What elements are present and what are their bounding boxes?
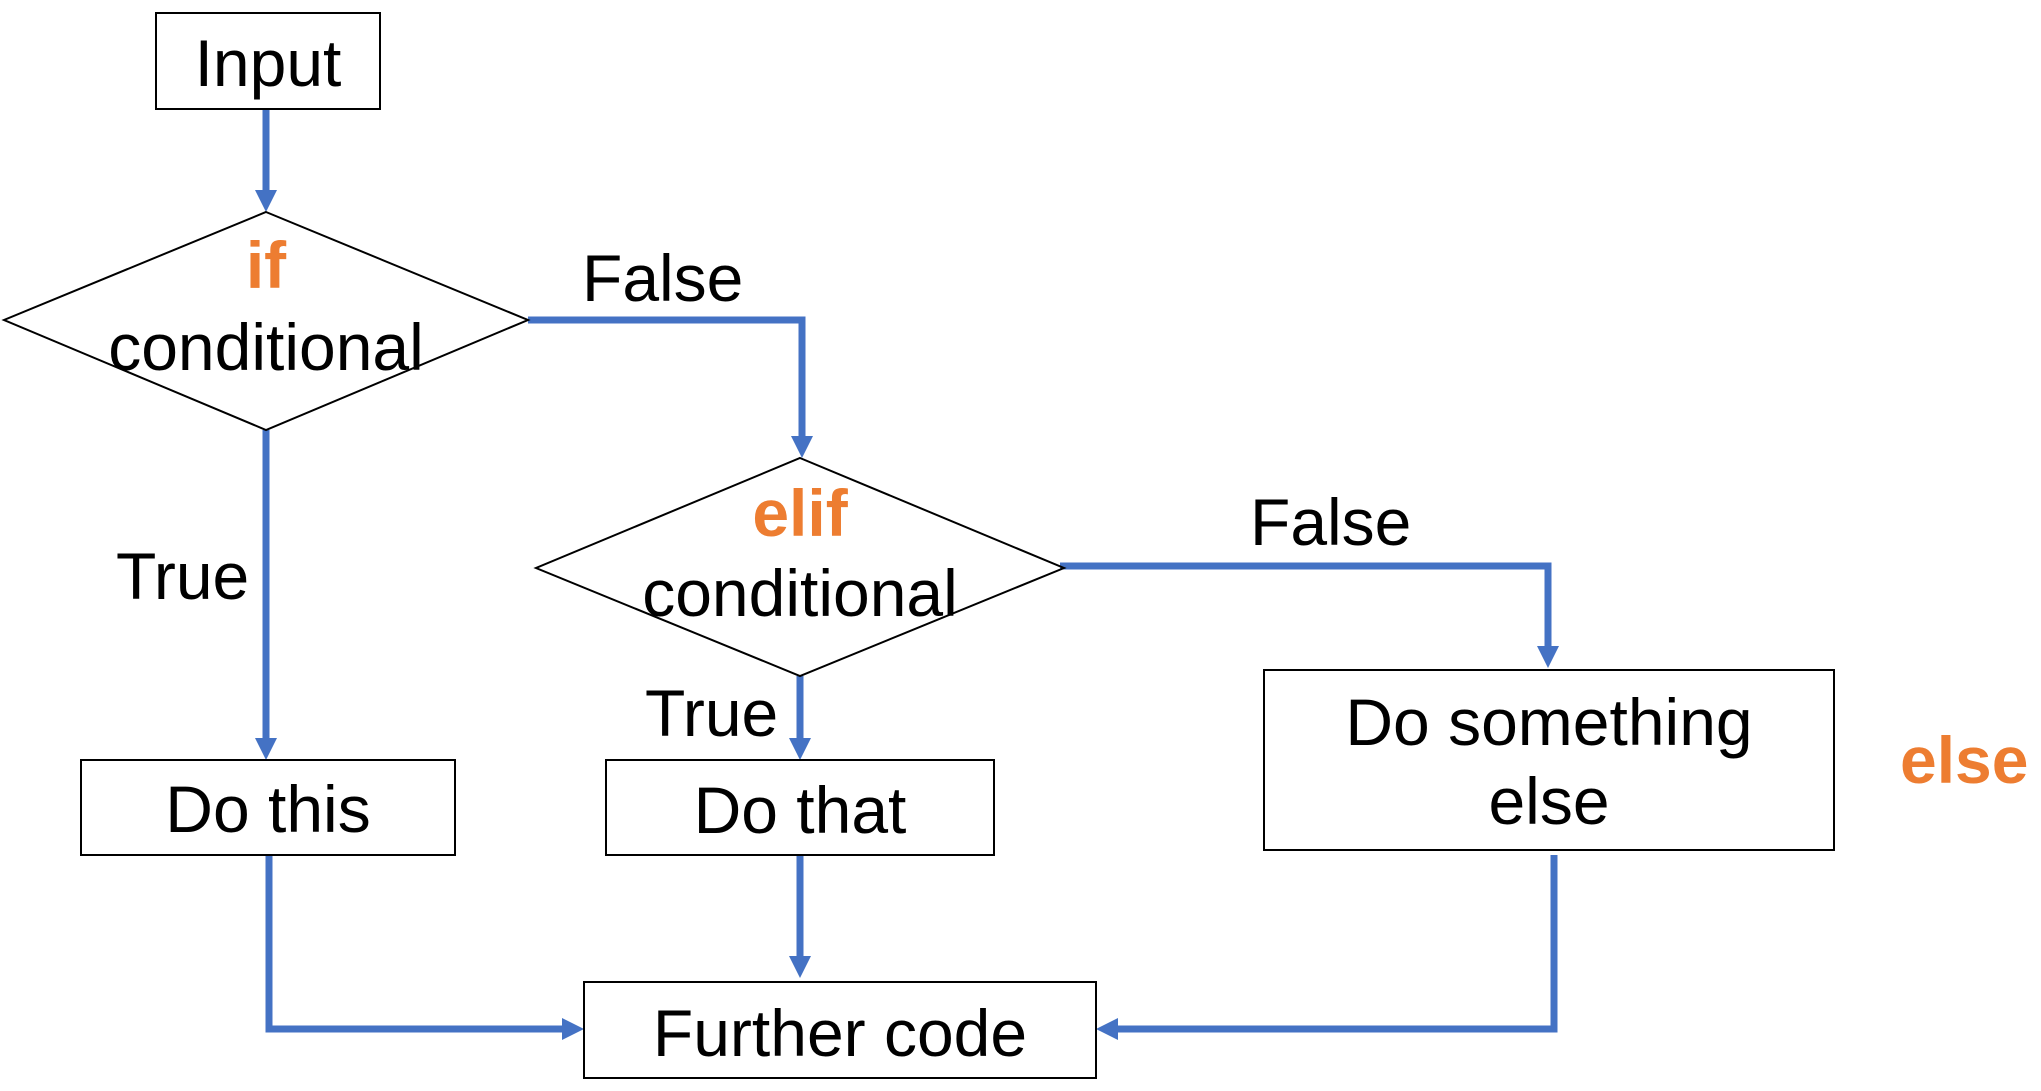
edge-if-false-arrowhead — [791, 436, 813, 458]
edge-else-arrowhead — [1096, 1018, 1118, 1040]
else-keyword: else — [1900, 723, 2028, 797]
further-code-box — [583, 981, 1097, 1079]
if-conditional-label: conditional — [108, 310, 424, 384]
edge-elif-true-arrowhead — [789, 738, 811, 760]
node-do-something-else: Do something else — [1263, 669, 1835, 851]
elif-conditional-label: conditional — [642, 556, 958, 630]
node-do-this: Do this — [80, 759, 456, 856]
do-something-else-line2: else — [1488, 764, 1609, 838]
connectors — [255, 109, 1559, 1040]
do-this-box — [80, 759, 456, 856]
node-elif-conditional: elif conditional — [533, 456, 1067, 678]
edge-if-true-arrowhead — [255, 738, 277, 760]
if-false-label: False — [582, 241, 743, 315]
if-keyword: if — [246, 228, 287, 302]
node-if-conditional: if conditional — [1, 210, 531, 432]
edge-input-to-if-arrowhead — [255, 190, 277, 212]
edge-do-this-arrowhead — [562, 1018, 584, 1040]
if-diamond — [1, 210, 531, 432]
do-something-else-box — [1263, 669, 1835, 851]
input-label: Input — [195, 26, 342, 100]
further-code-label: Further code — [653, 996, 1027, 1070]
node-do-that: Do that — [605, 759, 995, 856]
do-that-label: Do that — [694, 773, 907, 847]
elif-keyword: elif — [752, 476, 848, 550]
edge-else-to-further — [1118, 855, 1558, 1033]
elif-diamond — [533, 456, 1067, 678]
elif-true-label: True — [645, 676, 778, 750]
edge-do-this-to-further — [265, 853, 562, 1033]
if-true-label: True — [116, 539, 249, 613]
do-something-else-line1: Do something — [1345, 685, 1752, 759]
edge-if-false-to-elif — [528, 316, 806, 436]
do-this-label: Do this — [165, 772, 370, 846]
node-input: Input — [155, 12, 381, 110]
input-box — [155, 12, 381, 110]
elif-false-label: False — [1250, 485, 1411, 559]
edge-elif-false-arrowhead — [1537, 646, 1559, 668]
edge-elif-false-to-else — [1060, 562, 1552, 646]
edge-do-that-arrowhead — [789, 956, 811, 978]
node-further-code: Further code — [583, 981, 1097, 1079]
do-that-box — [605, 759, 995, 856]
